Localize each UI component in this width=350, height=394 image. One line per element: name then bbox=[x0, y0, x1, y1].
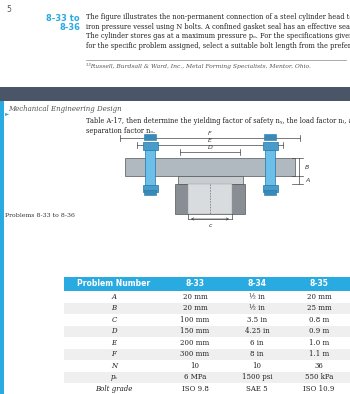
Text: 5: 5 bbox=[6, 5, 11, 14]
Text: SAE 5: SAE 5 bbox=[246, 385, 268, 393]
Text: F: F bbox=[112, 350, 117, 358]
Bar bbox=[125, 158, 295, 176]
Bar bbox=[0, 101, 4, 394]
Text: B: B bbox=[111, 304, 117, 312]
Text: ISO 10.9: ISO 10.9 bbox=[303, 385, 335, 393]
Bar bbox=[262, 142, 278, 150]
Text: 25 mm: 25 mm bbox=[307, 304, 331, 312]
Text: 8-33: 8-33 bbox=[186, 279, 204, 288]
Bar bbox=[64, 383, 350, 394]
Text: Mechanical Engineering Design: Mechanical Engineering Design bbox=[8, 105, 122, 113]
Text: Problems 8-33 to 8-36: Problems 8-33 to 8-36 bbox=[5, 212, 75, 217]
Text: 8-33 to: 8-33 to bbox=[46, 14, 80, 23]
Text: 1.1 m: 1.1 m bbox=[309, 350, 329, 358]
Text: 36: 36 bbox=[315, 362, 323, 370]
Text: E: E bbox=[208, 138, 212, 143]
Text: 100 mm: 100 mm bbox=[180, 316, 210, 324]
Bar bbox=[0, 87, 350, 101]
Text: C: C bbox=[111, 316, 117, 324]
Text: 8 in: 8 in bbox=[250, 350, 264, 358]
Bar bbox=[64, 277, 350, 291]
Bar bbox=[145, 146, 155, 188]
Text: 6 MPa: 6 MPa bbox=[184, 373, 206, 381]
Text: 550 kPa: 550 kPa bbox=[305, 373, 333, 381]
Bar bbox=[144, 134, 156, 140]
Bar bbox=[175, 184, 245, 214]
Bar bbox=[142, 185, 158, 192]
Text: A: A bbox=[112, 293, 117, 301]
Text: 200 mm: 200 mm bbox=[180, 339, 210, 347]
Bar bbox=[188, 184, 232, 214]
Bar bbox=[64, 314, 350, 325]
Text: 0.8 m: 0.8 m bbox=[309, 316, 329, 324]
Text: 8-35: 8-35 bbox=[309, 279, 328, 288]
Text: 300 mm: 300 mm bbox=[181, 350, 210, 358]
Text: D: D bbox=[111, 327, 117, 335]
Text: 4.25 in: 4.25 in bbox=[245, 327, 270, 335]
Text: 20 mm: 20 mm bbox=[183, 304, 207, 312]
Bar bbox=[64, 303, 350, 314]
Text: 3.5 in: 3.5 in bbox=[247, 316, 267, 324]
Text: N: N bbox=[111, 362, 117, 370]
Bar bbox=[262, 185, 278, 192]
Bar bbox=[142, 142, 158, 150]
Text: ¹³Russell, Burdsall & Ward, Inc., Metal Forming Specialists, Mentor, Ohio.: ¹³Russell, Burdsall & Ward, Inc., Metal … bbox=[86, 63, 311, 69]
Text: E: E bbox=[111, 339, 117, 347]
Text: The cylinder stores gas at a maximum pressure pₒ. For the specifications given i: The cylinder stores gas at a maximum pre… bbox=[86, 32, 350, 40]
Bar bbox=[64, 325, 350, 337]
Bar bbox=[64, 360, 350, 372]
Text: 10: 10 bbox=[190, 362, 199, 370]
Text: Problem Number: Problem Number bbox=[77, 279, 150, 288]
Text: for the specific problem assigned, select a suitable bolt length from the prefer: for the specific problem assigned, selec… bbox=[86, 41, 350, 50]
Bar bbox=[264, 134, 276, 140]
Text: ½ in: ½ in bbox=[249, 304, 265, 312]
Text: separation factor nₒ.: separation factor nₒ. bbox=[86, 126, 155, 134]
Bar bbox=[64, 337, 350, 349]
Text: Table A-17, then determine the yielding factor of safety nᵧ, the load factor nₗ,: Table A-17, then determine the yielding … bbox=[86, 117, 350, 125]
Text: 150 mm: 150 mm bbox=[180, 327, 210, 335]
Text: 1.0 m: 1.0 m bbox=[309, 339, 329, 347]
Bar bbox=[144, 190, 156, 195]
Text: iron pressure vessel using N bolts. A confined gasket seal has an effective seal: iron pressure vessel using N bolts. A co… bbox=[86, 22, 350, 30]
Text: 20 mm: 20 mm bbox=[183, 293, 207, 301]
Bar bbox=[265, 146, 275, 188]
Bar bbox=[64, 372, 350, 383]
Text: 10: 10 bbox=[252, 362, 261, 370]
Text: 0.9 m: 0.9 m bbox=[309, 327, 329, 335]
Text: c: c bbox=[208, 223, 212, 228]
Text: A: A bbox=[305, 178, 309, 182]
Bar bbox=[64, 291, 350, 303]
Bar bbox=[177, 176, 243, 184]
Text: D: D bbox=[208, 145, 212, 150]
Text: 1500 psi: 1500 psi bbox=[242, 373, 272, 381]
Text: 8-34: 8-34 bbox=[247, 279, 266, 288]
Text: 8-36: 8-36 bbox=[59, 23, 80, 32]
Text: ½ in: ½ in bbox=[249, 293, 265, 301]
Text: F: F bbox=[208, 131, 212, 136]
Bar bbox=[64, 349, 350, 360]
Text: 6 in: 6 in bbox=[250, 339, 264, 347]
Text: Bolt grade: Bolt grade bbox=[95, 385, 133, 393]
Text: pₛ: pₛ bbox=[111, 373, 118, 381]
Text: B: B bbox=[305, 165, 309, 169]
Text: The figure illustrates the non-permanent connection of a steel cylinder head to : The figure illustrates the non-permanent… bbox=[86, 13, 350, 21]
Text: ISO 9.8: ISO 9.8 bbox=[182, 385, 209, 393]
Text: 20 mm: 20 mm bbox=[307, 293, 331, 301]
Text: ►: ► bbox=[5, 111, 9, 116]
Bar bbox=[264, 190, 276, 195]
